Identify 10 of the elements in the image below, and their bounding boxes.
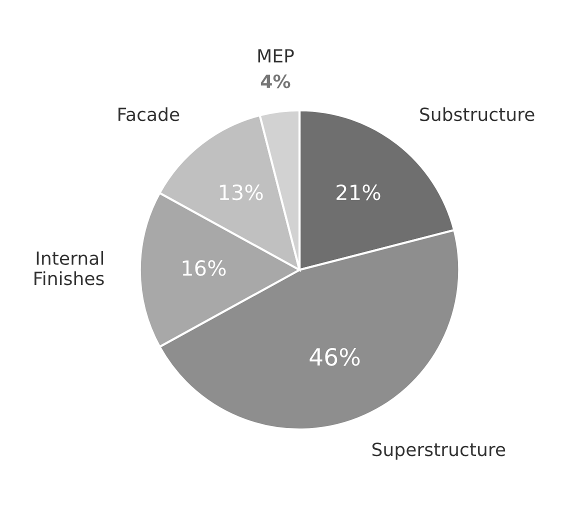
data-label: 46%: [310, 348, 360, 366]
slice-label: Facade: [118, 107, 180, 122]
data-label: 4%: [260, 74, 290, 88]
slice-label: Superstructure: [372, 442, 506, 460]
data-label: 16%: [182, 260, 226, 276]
slice-label: Internal Finishes: [34, 251, 104, 286]
data-label: 21%: [336, 184, 380, 200]
data-label: 13%: [220, 184, 263, 200]
slice-label: MEP: [258, 49, 294, 62]
slice-label: Substructure: [420, 107, 534, 122]
